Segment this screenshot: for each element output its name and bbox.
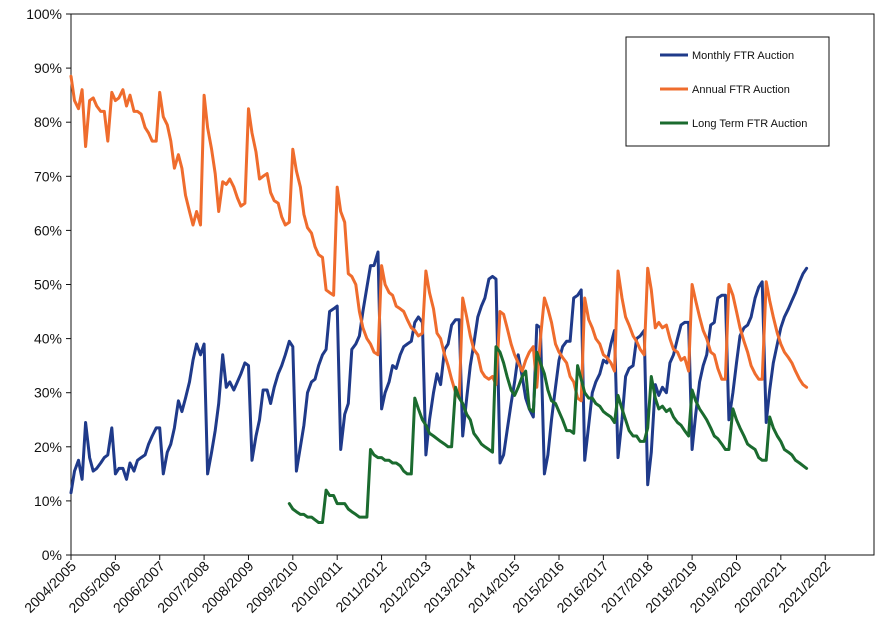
y-tick-label: 80% — [34, 114, 62, 130]
legend-label: Monthly FTR Auction — [692, 50, 794, 62]
series-line-2 — [287, 345, 809, 524]
legend-label: Annual FTR Auction — [692, 84, 790, 96]
series-line-1 — [69, 74, 809, 403]
y-tick-label: 10% — [34, 493, 62, 509]
y-tick-label: 50% — [34, 277, 62, 293]
x-axis: 2004/20052005/20062006/20072007/20082008… — [21, 555, 833, 616]
y-tick-label: 0% — [42, 547, 62, 563]
y-tick-label: 40% — [34, 331, 62, 347]
series-line-0 — [69, 250, 809, 495]
legend-label: Long Term FTR Auction — [692, 118, 807, 130]
y-tick-label: 70% — [34, 168, 62, 184]
y-tick-label: 20% — [34, 439, 62, 455]
series-lines — [69, 74, 809, 524]
y-tick-label: 60% — [34, 222, 62, 238]
y-tick-label: 100% — [26, 6, 62, 22]
y-tick-label: 90% — [34, 60, 62, 76]
legend-box — [625, 36, 830, 147]
y-axis: 0% 10% 20% 30% 40% 50% 60% 70% 80% 90% 100% — [26, 6, 71, 563]
y-tick-label: 30% — [34, 385, 62, 401]
plot-area — [70, 13, 875, 556]
legend: Monthly FTR Auction Annual FTR Auction Lon… — [625, 36, 830, 147]
